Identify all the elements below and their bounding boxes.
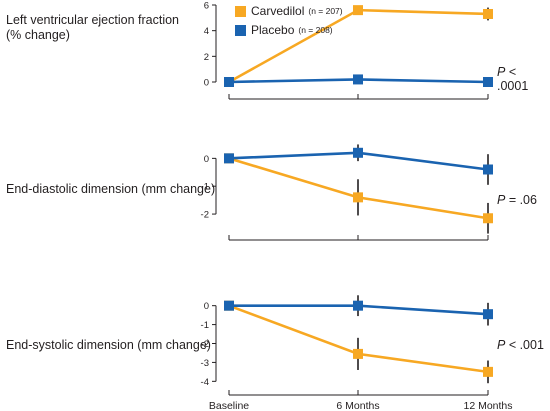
edd-y-tick-label-0: 0 (204, 154, 209, 165)
p-value-esd: P < .001 (497, 338, 544, 352)
panel-title-esd: End-systolic dimension (mm change) (6, 338, 211, 353)
p-value-lvef: P < .0001 (497, 65, 550, 93)
esd-y-tick-label-3: -3 (201, 358, 209, 369)
p-value-lvef-p: P (497, 65, 506, 79)
lvef-y-tick-label-0: 0 (204, 78, 209, 89)
p-value-edd-p: P (497, 193, 506, 207)
legend-swatch-carvedilol (235, 5, 246, 17)
legend: Carvedilol (n = 207) Placebo (n = 208) (235, 3, 343, 41)
edd-placebo-point-1 (353, 147, 363, 158)
esd-placebo-point-2 (483, 309, 493, 320)
lvef-placebo-point-1 (353, 74, 363, 85)
panel-title-lvef-line2: (% change) (6, 28, 70, 42)
p-value-esd-rest: < .001 (505, 338, 544, 352)
panel-title-edd: End-diastolic dimension (mm change) (6, 182, 215, 197)
esd-carvedilol-point-2 (483, 366, 493, 377)
panel-title-lvef-line1: Left ventricular ejection fraction (6, 13, 180, 27)
legend-swatch-placebo (235, 24, 246, 36)
esd-y-tick-label-4: -4 (201, 377, 209, 388)
esd-x-tick-label-1: 6 Months (336, 400, 379, 411)
lvef-carvedilol-point-1 (353, 5, 363, 16)
legend-item-carvedilol: Carvedilol (n = 207) (235, 3, 343, 19)
esd-placebo-point-1 (353, 300, 363, 311)
esd-placebo-point-0 (224, 300, 234, 311)
lvef-y-tick-label-2: 4 (204, 26, 209, 37)
legend-n-carvedilol: (n = 207) (308, 6, 343, 16)
legend-item-placebo: Placebo (n = 208) (235, 22, 343, 38)
edd-y-tick-label-2: -2 (201, 210, 209, 221)
lvef-placebo-point-2 (483, 77, 493, 87)
p-value-lvef-rest: < .0001 (497, 65, 529, 93)
legend-label-carvedilol: Carvedilol (251, 4, 305, 18)
panel-title-lvef: Left ventricular ejection fraction (% ch… (6, 13, 179, 43)
p-value-edd-rest: = .06 (505, 193, 537, 207)
edd-carvedilol-point-1 (353, 192, 363, 203)
p-value-esd-p: P (497, 338, 506, 352)
lvef-carvedilol-point-2 (483, 8, 493, 19)
edd-placebo-point-0 (224, 153, 234, 164)
esd-carvedilol-point-1 (353, 348, 363, 359)
panel-title-esd-line1: End-systolic dimension (mm change) (6, 338, 211, 352)
edd-y-tick-label-1: -1 (201, 182, 209, 193)
esd-y-tick-label-2: -2 (201, 339, 209, 350)
lvef-y-tick-label-1: 2 (204, 52, 209, 63)
legend-n-placebo: (n = 208) (298, 25, 333, 35)
edd-carvedilol-point-2 (483, 213, 493, 224)
esd-x-tick-label-2: 12 Months (463, 400, 512, 411)
panel-title-edd-line1: End-diastolic dimension (mm change) (6, 182, 216, 196)
legend-label-placebo: Placebo (251, 23, 295, 37)
edd-placebo-point-2 (483, 164, 493, 175)
p-value-edd: P = .06 (497, 193, 537, 207)
esd-y-tick-label-0: 0 (204, 301, 209, 312)
lvef-placebo-point-0 (224, 77, 234, 87)
esd-y-tick-label-1: -1 (201, 320, 209, 331)
lvef-y-tick-label-3: 6 (204, 1, 209, 12)
esd-x-tick-label-0: Baseline (209, 400, 249, 411)
